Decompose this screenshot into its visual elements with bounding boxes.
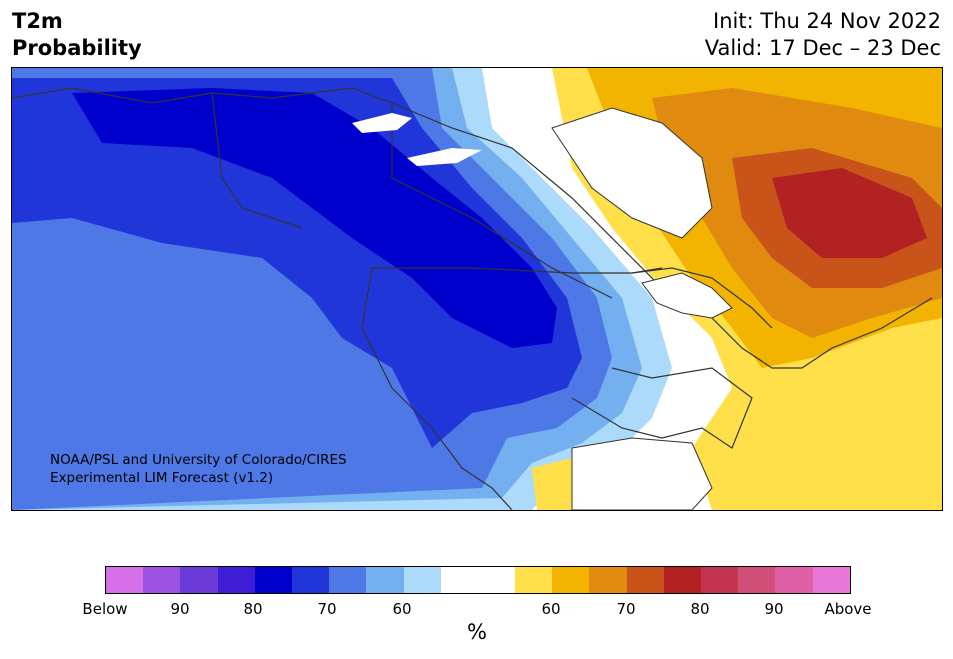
colorbar-segment bbox=[329, 567, 367, 593]
title-type: Probability bbox=[12, 36, 142, 60]
title-variable: T2m bbox=[12, 9, 63, 33]
credit-line-1: NOAA/PSL and University of Colorado/CIRE… bbox=[50, 452, 347, 468]
colorbar-segment bbox=[403, 567, 441, 593]
colorbar-segment bbox=[775, 567, 813, 593]
forecast-dates: Init: Thu 24 Nov 2022 Valid: 17 Dec – 23… bbox=[705, 8, 941, 62]
map-title: T2m Probability bbox=[12, 8, 142, 62]
tick-above: Above bbox=[824, 600, 872, 618]
hudson-bay bbox=[551, 107, 713, 239]
colorbar-segment bbox=[738, 567, 776, 593]
colorbar-segment bbox=[552, 567, 590, 593]
colorbar-segment bbox=[366, 567, 404, 593]
colorbar-segment bbox=[217, 567, 255, 593]
tick-below-70: 70 bbox=[317, 600, 337, 618]
colorbar-segment bbox=[180, 567, 218, 593]
great-slave-lake bbox=[407, 148, 482, 166]
tick-above-80: 80 bbox=[690, 600, 710, 618]
great-bear-lake bbox=[352, 113, 412, 133]
colorbar-segment bbox=[143, 567, 181, 593]
colorbar-segment bbox=[515, 567, 553, 593]
colorbar-segment bbox=[106, 567, 144, 593]
cold-band-80 bbox=[72, 88, 557, 348]
probability-colorbar bbox=[105, 566, 851, 594]
gulf-of-mexico bbox=[571, 437, 713, 510]
map-svg: NOAA/PSL and University of Colorado/CIRE… bbox=[12, 68, 942, 510]
colorbar-segment bbox=[812, 567, 850, 593]
colorbar-segment bbox=[440, 567, 478, 593]
cold-band-75 bbox=[12, 78, 582, 448]
tick-above-70: 70 bbox=[616, 600, 636, 618]
colorbar-segment bbox=[477, 567, 516, 593]
colorbar-unit-label: % bbox=[467, 620, 487, 644]
colorbar-segment bbox=[626, 567, 664, 593]
colorbar-segment bbox=[589, 567, 627, 593]
warm-band-80 bbox=[772, 168, 927, 258]
tick-below-60: 60 bbox=[392, 600, 412, 618]
tick-below: Below bbox=[82, 600, 128, 618]
great-lakes bbox=[641, 272, 733, 319]
colorbar-segment bbox=[701, 567, 739, 593]
colorbar-segment bbox=[663, 567, 701, 593]
valid-range: Valid: 17 Dec – 23 Dec bbox=[704, 36, 941, 60]
forecast-map: NOAA/PSL and University of Colorado/CIRE… bbox=[11, 67, 943, 511]
colorbar-segment bbox=[254, 567, 292, 593]
init-date: Init: Thu 24 Nov 2022 bbox=[713, 9, 941, 33]
tick-above-60: 60 bbox=[541, 600, 561, 618]
tick-above-90: 90 bbox=[764, 600, 784, 618]
colorbar-segment bbox=[291, 567, 330, 593]
boundaries bbox=[12, 87, 933, 510]
tick-below-80: 80 bbox=[243, 600, 263, 618]
tick-below-90: 90 bbox=[170, 600, 190, 618]
credit-line-2: Experimental LIM Forecast (v1.2) bbox=[50, 470, 273, 486]
